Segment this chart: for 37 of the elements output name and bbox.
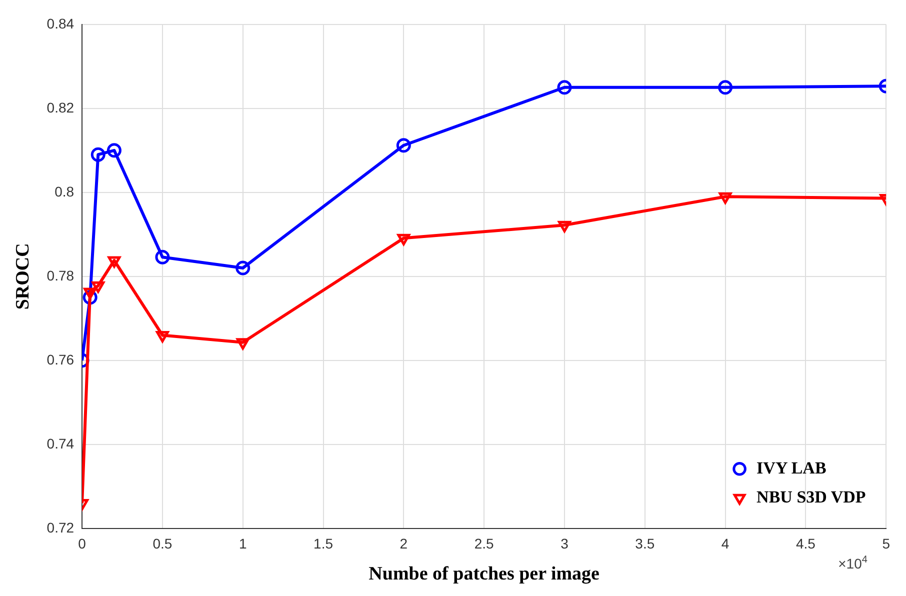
y-tick-label: 0.78 [46,267,74,284]
x-tick-label: 3 [560,536,569,552]
y-tick-label: 0.74 [46,435,74,452]
point [718,192,732,204]
point [718,80,733,95]
point [557,80,572,95]
x-tick-label: 5 [882,536,890,552]
y-tick-label: 0.8 [54,183,74,200]
x-tick-label: 3.5 [635,536,655,552]
y-tick-label: 0.84 [46,15,74,32]
point [90,147,106,162]
x-tick-label: 2.5 [474,536,494,552]
x-tick-label: 1.5 [314,536,334,552]
x-tick-label: 4 [721,536,730,552]
point [236,260,250,276]
point [106,143,122,158]
y-tick-label: 0.76 [46,351,74,368]
point [92,281,105,293]
point [397,234,410,246]
point [108,256,121,268]
y-axis-title: SROCC [12,243,34,310]
point [84,288,97,300]
x-tick-label: 0 [78,536,86,552]
x-tick-label: 2 [400,536,408,552]
y-tick-label: 0.82 [46,99,74,116]
x-tick-label: 1 [238,536,247,552]
legend-label: IVY LAB [756,458,826,478]
point [558,220,571,232]
point [236,338,250,350]
x-tick-label: 4.5 [796,536,816,552]
point [396,138,411,153]
legend-label: NBU S3D VDP [756,487,866,506]
point [156,330,169,342]
point [155,250,170,264]
x-axis-title: Numbe of patches per image [368,564,600,585]
y-tick-label: 0.72 [46,519,74,536]
x-tick-label: 0.5 [152,536,172,552]
